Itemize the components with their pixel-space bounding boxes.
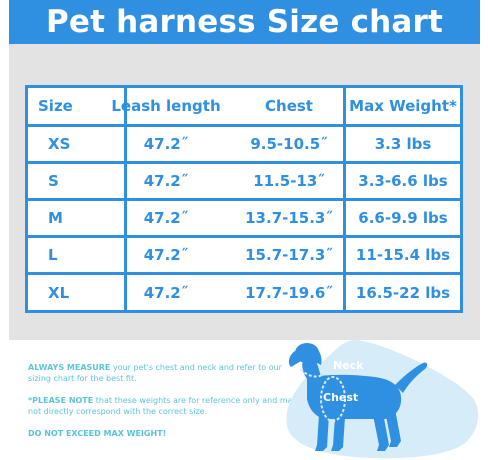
chest-cell: 9.5-10.5˝ xyxy=(250,135,328,153)
chest-cell: 13.7-15.3˝ xyxy=(245,209,333,227)
size-table: Size Leash length Chest Max Weight* XS 4… xyxy=(25,85,463,313)
max-weight-cell: 3.3 lbs xyxy=(374,135,432,153)
max-weight-cell: 16.5-22 lbs xyxy=(355,283,451,302)
title-banner: Pet harness Size chart xyxy=(9,0,480,44)
leash-cell: 47.2˝ xyxy=(143,172,189,190)
max-weight-warning: DO NOT EXCEED MAX WEIGHT! xyxy=(28,429,167,438)
leash-cell: 47.2˝ xyxy=(143,246,189,264)
size-cell: L xyxy=(48,246,58,264)
size-cell: S xyxy=(48,172,59,190)
size-cell: XL xyxy=(48,283,70,302)
chest-cell: 11.5-13˝ xyxy=(253,172,325,190)
leash-cell: 47.2˝ xyxy=(143,135,189,153)
size-cell: XS xyxy=(48,135,71,153)
leash-cell: 47.2˝ xyxy=(143,209,189,227)
max-weight-cell: 3.3-6.6 lbs xyxy=(358,172,448,190)
reference-note: *PLEASE NOTE that these weights are for … xyxy=(28,395,298,417)
page-title: Pet harness Size chart xyxy=(45,4,444,40)
reference-note-text: that these weights are for reference onl… xyxy=(28,396,298,416)
header-max-weight: Max Weight* xyxy=(349,97,457,115)
table-row: XL 47.2˝ 17.7-19.6˝ 16.5-22 lbs xyxy=(28,272,460,310)
chest-cell: 15.7-17.3˝ xyxy=(245,246,333,264)
leash-cell: 47.2˝ xyxy=(143,283,189,302)
header-leash-length: Leash length xyxy=(111,97,221,115)
max-weight-cell: 6.6-9.9 lbs xyxy=(358,209,448,227)
chest-label: Chest xyxy=(323,391,359,404)
size-cell: M xyxy=(48,209,63,227)
table-header-row: Size Leash length Chest Max Weight* xyxy=(28,88,460,124)
table-row: XS 47.2˝ 9.5-10.5˝ 3.3 lbs xyxy=(28,124,460,161)
dog-silhouette-icon xyxy=(286,340,479,459)
table-row: L 47.2˝ 15.7-17.3˝ 11-15.4 lbs xyxy=(28,235,460,272)
reference-note-lead: *PLEASE NOTE xyxy=(28,396,94,405)
dog-measurement-diagram: Neck Chest xyxy=(285,335,485,460)
table-row: S 47.2˝ 11.5-13˝ 3.3-6.6 lbs xyxy=(28,161,460,198)
chest-cell: 17.7-19.6˝ xyxy=(245,283,333,302)
neck-label: Neck xyxy=(333,359,364,372)
table-row: M 47.2˝ 13.7-15.3˝ 6.6-9.9 lbs xyxy=(28,198,460,235)
measure-note-text: your pet's chest and neck and refer to o… xyxy=(28,363,282,383)
measure-note-lead: ALWAYS MEASURE xyxy=(28,363,111,372)
header-size: Size xyxy=(38,97,73,115)
max-weight-cell: 11-15.4 lbs xyxy=(355,246,451,264)
measure-note: ALWAYS MEASURE your pet's chest and neck… xyxy=(28,362,298,384)
header-chest: Chest xyxy=(265,97,313,115)
